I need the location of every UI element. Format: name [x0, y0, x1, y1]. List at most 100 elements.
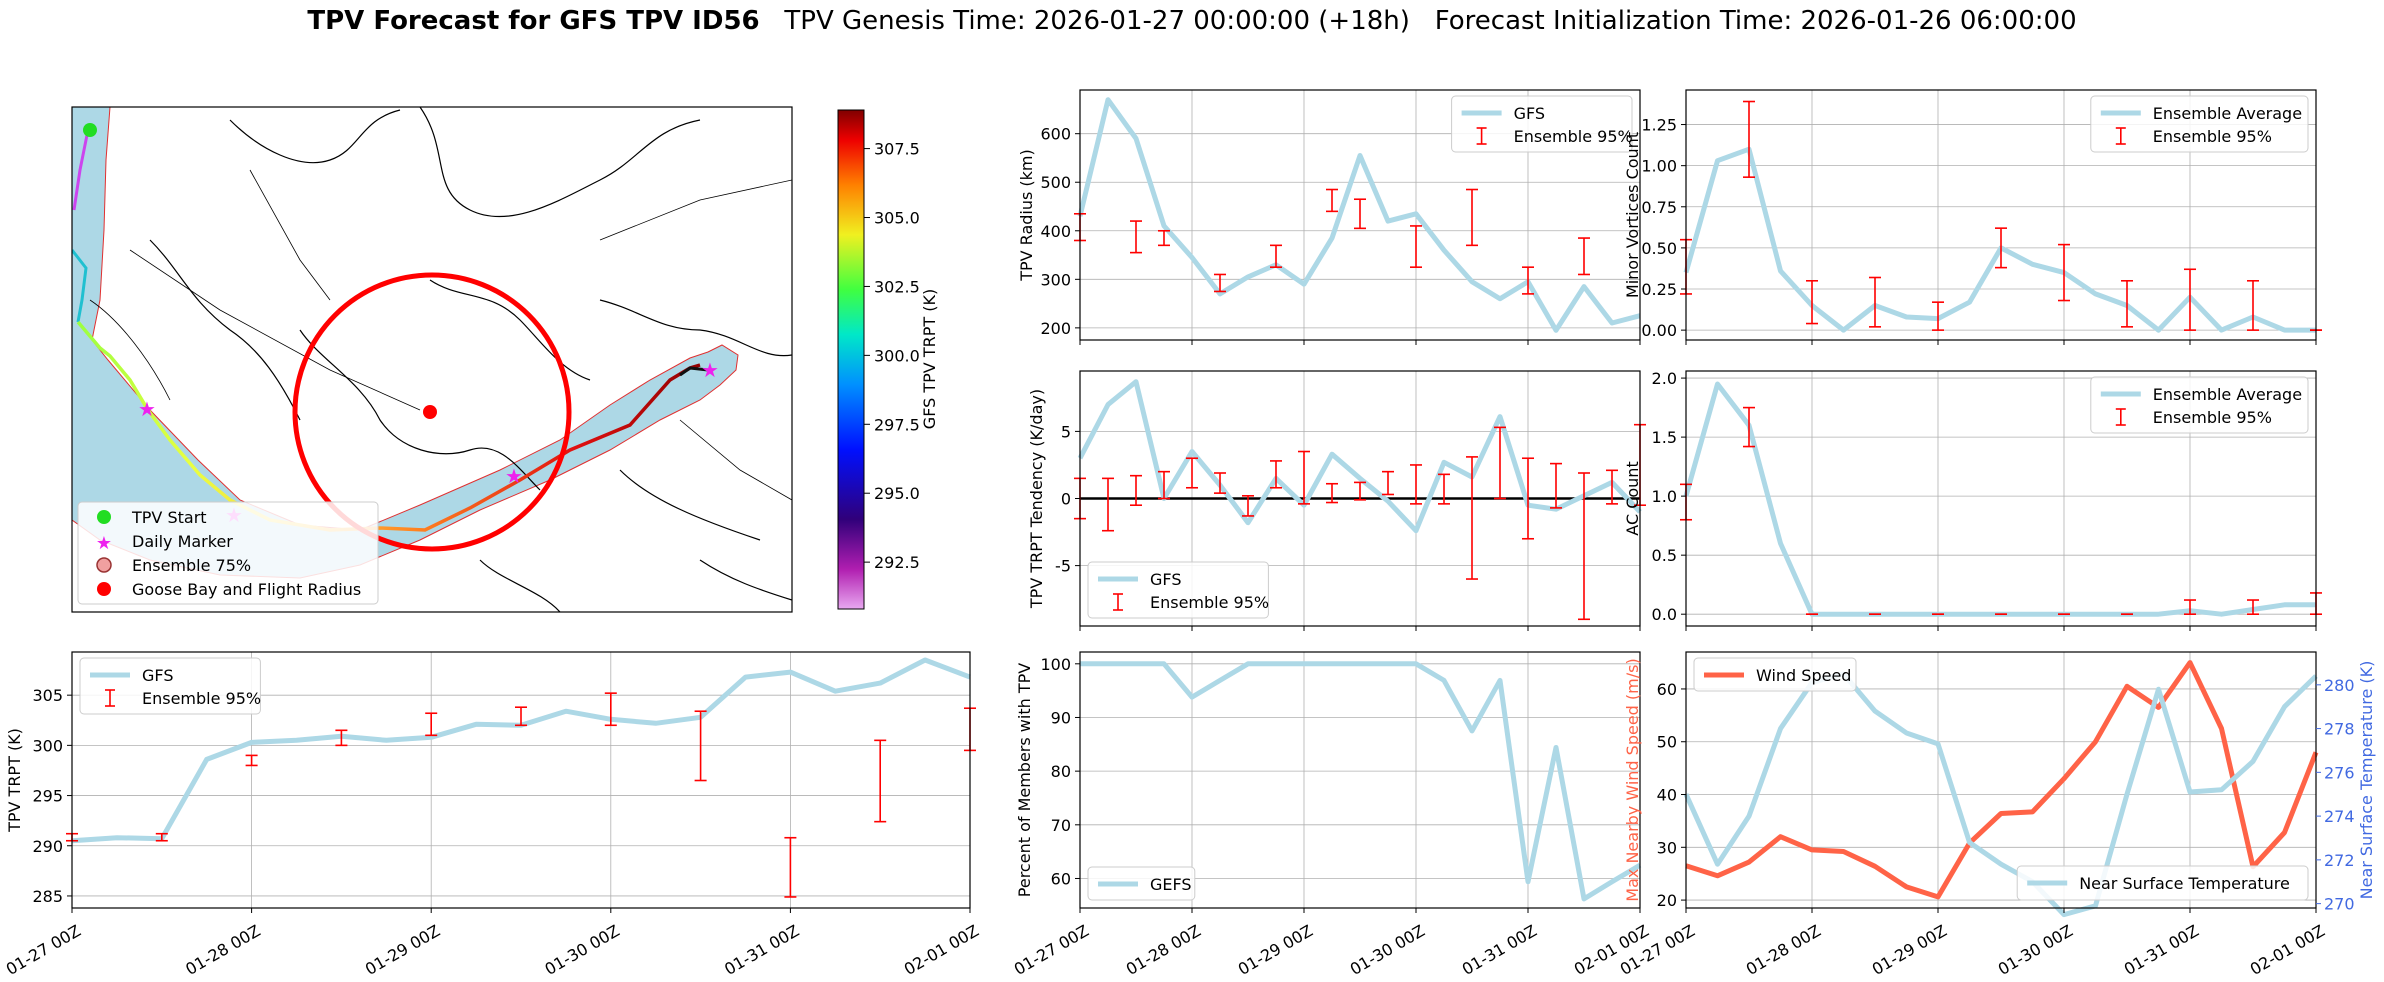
figure-title-genesis: TPV Genesis Time: 2026-01-27 00:00:00 (+…: [784, 6, 1410, 36]
series-line-gefs: [1080, 661, 1642, 902]
map-legend-ensemble: Ensemble 75%: [132, 556, 251, 575]
series-line-gfs: [1077, 379, 1642, 534]
legend-box: [2090, 376, 2309, 434]
x-tick-label: 01-29 00Z: [362, 921, 443, 979]
legend-label: Ensemble Average: [2153, 385, 2302, 404]
legend2-label: Near Surface Temperature: [2079, 874, 2290, 893]
y-tick-label: 1.00: [1641, 157, 1677, 176]
y-tick-label: 60: [1657, 680, 1677, 699]
flight-radius-circle: [292, 272, 572, 552]
y-tick-label: 80: [1051, 762, 1071, 781]
colorbar-tick-label: 300.0: [874, 346, 920, 365]
y-tick-label: 20: [1657, 891, 1677, 910]
y-axis-label: Max Nearby Wind Speed (m/s): [1623, 658, 1642, 901]
plot-frame: [71, 651, 971, 909]
y-tick-label: 40: [1657, 786, 1677, 805]
y-tick-label: 30: [1657, 838, 1677, 857]
legend-label: Wind Speed: [1756, 666, 1851, 685]
y-tick-label: 70: [1051, 816, 1071, 835]
colorbar-tick-label: 305.0: [874, 209, 920, 228]
y-tick-label: 1.0: [1652, 487, 1677, 506]
x-tick-label: 02-01 00Z: [901, 921, 982, 979]
colorbar: GFS TPV TRPT (K) 292.5 295.0 297.5 300.0 302…: [837, 109, 939, 610]
legend-label: Ensemble 95%: [1514, 127, 1633, 146]
y-tick-label: 0.00: [1641, 321, 1677, 340]
y2-tick-label: 270: [2324, 895, 2355, 914]
chart-ac: 0.0 0.5 1.0 1.5 2.0 AC Count Ensemble Average E…: [1623, 369, 2322, 631]
plot-frame: [1685, 370, 2317, 627]
y-tick-label: 60: [1051, 869, 1071, 888]
legend-label: Ensemble 95%: [1150, 593, 1269, 612]
plot-frame: [1079, 89, 1641, 341]
y-tick-label: 90: [1051, 708, 1071, 727]
y-axis-label: AC Count: [1623, 461, 1642, 535]
y2-tick-label: 280: [2324, 676, 2355, 695]
legend-label: GEFS: [1150, 875, 1192, 894]
y-tick-label: -5: [1055, 557, 1071, 576]
legend-label: Ensemble Average: [2153, 104, 2302, 123]
colorbar-label: GFS TPV TRPT (K): [920, 289, 939, 429]
map-legend-start: TPV Start: [131, 508, 207, 527]
y-tick-label: 300: [1040, 270, 1071, 289]
y-axis-label: TPV Radius (km): [1017, 149, 1036, 282]
tpv-start-marker: [83, 123, 97, 137]
y2-tick-label: 278: [2324, 720, 2355, 739]
colorbar-tick-label: 307.5: [874, 140, 920, 159]
y-tick-label: 400: [1040, 222, 1071, 241]
x-tick-label: 01-30 00Z: [542, 921, 623, 979]
legend-label: GFS: [1514, 104, 1545, 123]
legend2-box: [2016, 865, 2309, 901]
y-tick-label: 300: [32, 736, 63, 755]
colorbar-gradient: [837, 109, 865, 610]
y-tick-label: 0: [1061, 490, 1071, 509]
colorbar-tick-label: 297.5: [874, 415, 920, 434]
map-legend: TPV Start ★ Daily Marker Ensemble 75% Go…: [77, 501, 379, 605]
legend-box: [1087, 866, 1196, 901]
y-tick-label: 290: [32, 837, 63, 856]
legend-box: [1451, 95, 1633, 153]
plot-frame: [1685, 89, 2317, 341]
plot-frame: [1079, 651, 1641, 909]
daily-marker-star-1: ★: [138, 397, 156, 421]
y-tick-label: 0.50: [1641, 239, 1677, 258]
goose-bay-marker: [423, 405, 437, 419]
legend-box: [1693, 657, 1857, 692]
series-line-gfs: [1077, 97, 1641, 333]
y-tick-label: 1.25: [1641, 116, 1677, 135]
map-borders: [89, 169, 792, 501]
y-tick-label: 0.5: [1652, 546, 1677, 565]
x-tick-label: 01-29 00Z: [1235, 921, 1316, 979]
figure-title: TPV Forecast for GFS TPV ID56 TPV Genesi…: [0, 6, 2384, 36]
map-frame: [71, 106, 793, 613]
x-tick-label: 01-28 00Z: [182, 921, 263, 979]
legend-label: GFS: [1150, 570, 1181, 589]
figure-title-init: Forecast Initialization Time: 2026-01-26…: [1434, 6, 2077, 36]
chart-percent: 60 70 80 90 100 Percent of Members with TPV 01…: [1011, 651, 1652, 979]
y-axis-label: TPV TRPT Tendency (K/day): [1027, 389, 1046, 609]
y-tick-label: 5: [1061, 422, 1071, 441]
x-tick-label: 01-30 00Z: [1347, 921, 1428, 979]
plot-frame: [1685, 651, 2317, 909]
y-tick-label: 0.75: [1641, 198, 1677, 217]
colorbar-tick-label: 292.5: [874, 553, 920, 572]
y-axis-label: Percent of Members with TPV: [1015, 663, 1034, 897]
chart-trpt: 285 290 295 300 305 TPV TRPT (K) 01-27 00Z 01-2…: [3, 651, 982, 979]
legend-goose-bay-icon: [97, 582, 111, 596]
chart-wind_temp: 20 30 40 50 60 Max Nearby Wind Speed (m/s) 270…: [1617, 651, 2376, 979]
legend-box: [79, 657, 261, 715]
x-tick-label: 01-27 00Z: [1011, 921, 1092, 979]
legend-label: GFS: [142, 666, 173, 685]
legend-label: Ensemble 95%: [2153, 408, 2272, 427]
map-legend-daily: Daily Marker: [132, 532, 233, 551]
x-tick-label: 01-27 00Z: [3, 921, 84, 979]
x-tick-label: 01-31 00Z: [1459, 921, 1540, 979]
daily-marker-star-4: ★: [701, 358, 719, 382]
colorbar-tick-label: 302.5: [874, 277, 920, 296]
legend-start-icon: [97, 510, 111, 524]
y-tick-label: 50: [1657, 733, 1677, 752]
y-tick-label: 285: [32, 887, 63, 906]
map-panel: ★ ★ ★ ★ TPV Start ★ Daily Marker Ensembl…: [71, 106, 939, 613]
colorbar-tick-label: 295.0: [874, 484, 920, 503]
y-tick-label: 100: [1040, 655, 1071, 674]
